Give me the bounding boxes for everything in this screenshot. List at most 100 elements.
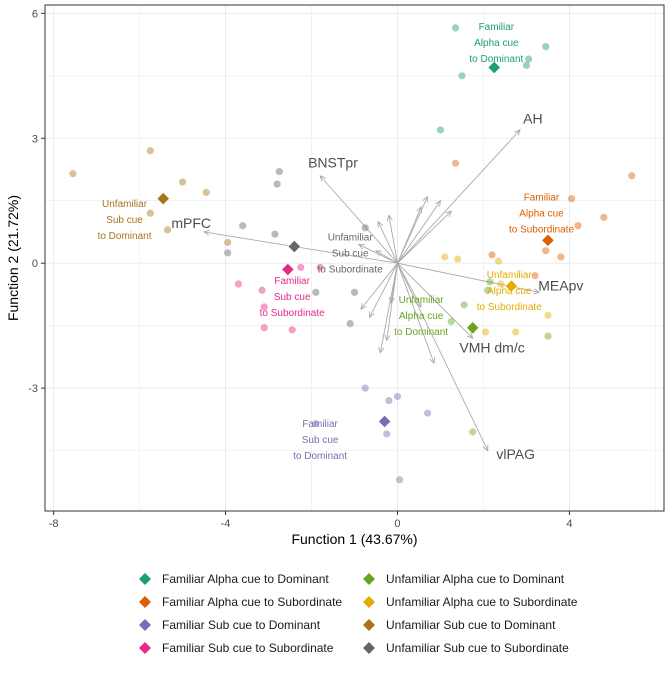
centroid-marker xyxy=(541,233,555,247)
data-point xyxy=(258,286,266,294)
vector-shaft xyxy=(397,129,521,264)
data-point xyxy=(234,280,243,288)
data-point xyxy=(574,222,582,230)
legend-label: Familiar Sub cue to Subordinate xyxy=(162,641,334,655)
data-point xyxy=(544,332,552,340)
vector-shaft xyxy=(377,221,398,264)
data-point xyxy=(146,209,154,217)
data-point xyxy=(531,272,539,280)
legend-item: Unfamiliar Sub cue to Subordinate xyxy=(358,639,598,657)
vector-label: AH xyxy=(523,111,542,127)
legend-label: Unfamiliar Alpha cue to Subordinate xyxy=(386,595,578,609)
vector-shaft xyxy=(375,250,398,264)
data-point xyxy=(460,301,468,309)
vector-arrowhead xyxy=(378,346,385,354)
group-label-line: Sub cue xyxy=(332,248,369,259)
group-label-line: to Dominant xyxy=(394,327,448,338)
data-point xyxy=(451,24,460,32)
data-point xyxy=(312,419,320,428)
legend-item: Familiar Alpha cue to Dominant xyxy=(134,570,358,588)
vector-shaft xyxy=(397,200,441,264)
panel-border xyxy=(44,4,665,512)
data-point xyxy=(628,172,636,180)
group-label-line: to Dominant xyxy=(98,231,152,242)
group-label-line: Familiar xyxy=(274,276,310,287)
data-point xyxy=(469,428,477,436)
data-point xyxy=(557,253,565,261)
group-label-line: to Subordinate xyxy=(260,308,325,319)
axis-ticks: -8 -4 0 4 -3 0 3 6 xyxy=(28,8,572,530)
data-point xyxy=(486,278,494,286)
x-tick-label: -8 xyxy=(49,518,59,530)
data-point xyxy=(312,288,320,296)
grid-minor xyxy=(45,5,664,511)
vector-arrowhead xyxy=(357,244,365,250)
vector-arrowhead xyxy=(384,334,391,342)
centroid-marker xyxy=(504,279,519,293)
group-label-line: Familiar xyxy=(479,22,515,33)
y-axis-title: Function 2 (21.72%) xyxy=(5,195,21,321)
legend-key-diamond-icon xyxy=(358,593,380,611)
vector-shaft xyxy=(390,263,398,303)
minor-loading-vector xyxy=(386,214,398,264)
vector-arrowhead xyxy=(386,214,393,222)
group-label-line: to Subordinate xyxy=(477,302,542,313)
vector-arrowhead xyxy=(375,250,383,256)
data-point xyxy=(458,72,466,80)
group-label-line: Alpha cue xyxy=(474,38,519,49)
centroid-marker xyxy=(377,414,392,429)
vector-arrowhead xyxy=(435,199,442,207)
y-tick-label: 0 xyxy=(32,258,38,270)
minor-loading-vector xyxy=(397,206,422,264)
legend-item: Familiar Sub cue to Subordinate xyxy=(134,639,358,657)
x-axis-title: Function 1 (43.67%) xyxy=(291,531,417,547)
vector-shaft xyxy=(319,175,398,264)
legend-label: Familiar Alpha cue to Dominant xyxy=(162,572,329,586)
data-point xyxy=(544,311,552,319)
group-label-line: Sub cue xyxy=(274,292,311,303)
centroid-marker xyxy=(156,192,170,206)
vector-arrowhead xyxy=(533,288,541,295)
loading-vector-vmh-dm-c xyxy=(397,262,474,339)
data-point xyxy=(260,324,268,332)
group-label-line: Unfamiliar xyxy=(487,270,533,281)
loading-vector-vlpag xyxy=(397,263,489,452)
data-point xyxy=(361,384,369,392)
vector-arrowhead xyxy=(377,220,384,228)
data-point xyxy=(178,178,187,186)
data-point xyxy=(271,230,279,238)
vector-arrowhead xyxy=(422,195,429,203)
vector-shaft xyxy=(397,262,474,339)
vector-arrowhead xyxy=(466,332,474,339)
data-point xyxy=(454,255,462,263)
legend-label: Familiar Sub cue to Dominant xyxy=(162,618,321,632)
vector-shaft xyxy=(397,206,422,264)
legend-key-diamond-icon xyxy=(134,593,156,611)
x-tick-label: 0 xyxy=(394,518,400,530)
data-point xyxy=(288,326,296,334)
minor-loading-vector xyxy=(397,263,436,365)
legend-key-diamond-icon xyxy=(134,639,156,657)
data-point xyxy=(484,286,492,294)
data-point xyxy=(385,397,393,405)
loading-vectors: AH BNSTpr mPFC MEApv VMH dm/c vlPAG xyxy=(171,111,583,462)
legend-item: Unfamiliar Alpha cue to Dominant xyxy=(358,570,598,588)
data-point xyxy=(600,213,608,221)
centroid-marker xyxy=(466,321,480,335)
data-point xyxy=(224,238,232,246)
vector-shaft xyxy=(397,210,452,264)
centroid-marker xyxy=(281,262,295,277)
data-point xyxy=(297,263,305,271)
legend-item: Familiar Sub cue to Dominant xyxy=(134,616,358,634)
legend-label: Familiar Alpha cue to Subordinate xyxy=(162,595,343,609)
data-point xyxy=(542,43,550,51)
loading-vector-bnstpr xyxy=(319,174,398,264)
data-point xyxy=(451,159,460,167)
vector-shaft xyxy=(203,231,398,264)
vector-shaft xyxy=(388,215,398,264)
group-centroids xyxy=(156,60,555,429)
minor-loading-vector xyxy=(378,263,398,354)
data-point xyxy=(567,195,576,203)
vector-arrowhead xyxy=(369,311,375,319)
